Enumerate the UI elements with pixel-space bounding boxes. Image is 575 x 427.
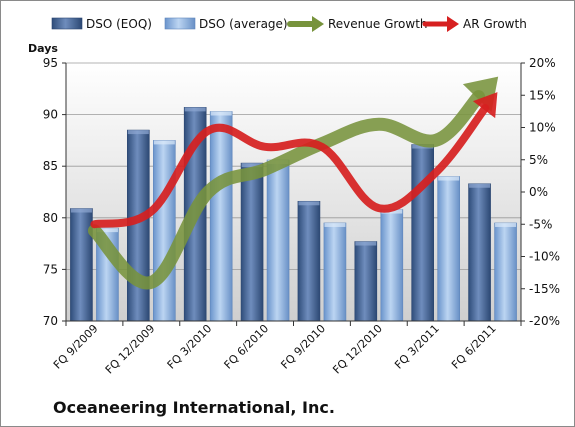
bar-cap-dso-eoq-6	[355, 241, 377, 246]
bar-dso-average-2	[153, 140, 176, 322]
y2-tick-label: -15%	[529, 282, 560, 296]
bar-dso-average-8	[494, 222, 517, 322]
bar-cap-dso-eoq-5	[298, 201, 320, 206]
legend-label-dso-eoq: DSO (EOQ)	[86, 17, 152, 31]
x-tick-label-fq-6-2011: FQ 6/2011	[449, 322, 499, 372]
y-tick-label: 75	[43, 262, 58, 276]
bar-dso-eoq-1	[70, 208, 93, 322]
bar-dso-eoq-5	[297, 200, 321, 322]
arrowhead-ar-growth	[472, 92, 498, 119]
bar-dso-average-5	[323, 222, 347, 322]
y-tick-label: 95	[43, 56, 58, 70]
y2-tick-label: 15%	[529, 88, 556, 102]
y2-tick-label: -5%	[529, 217, 552, 231]
y2-tick-label: 5%	[529, 153, 548, 167]
legend-label-ar-growth: AR Growth	[463, 17, 527, 31]
bar-cap-dso-eoq-8	[469, 183, 491, 188]
y2-tick-label: -10%	[529, 250, 560, 264]
x-tick-label-fq-3-2010: FQ 3/2010	[165, 322, 215, 372]
x-tick-label-fq-12-2010: FQ 12/2010	[330, 322, 385, 377]
legend-swatch-dso-eoq	[51, 17, 83, 30]
bar-dso-average-3	[209, 111, 233, 322]
bar-cap-dso-average-3	[210, 111, 232, 116]
y-tick-label: 80	[43, 211, 58, 225]
y2-tick-label: -20%	[529, 314, 560, 328]
y-tick-label: 70	[43, 314, 58, 328]
x-tick-label-fq-3-2011: FQ 3/2011	[392, 322, 442, 372]
y-axis-title: Days	[28, 42, 58, 55]
bar-dso-average-6	[380, 209, 404, 322]
line-revenue-growth	[87, 90, 486, 290]
y2-tick-label: 20%	[529, 56, 556, 70]
x-tick-label-fq-6-2010: FQ 6/2010	[222, 322, 272, 372]
company-name: Oceaneering International, Inc.	[53, 398, 335, 417]
bar-cap-dso-average-2	[153, 140, 175, 145]
bar-cap-dso-eoq-4	[241, 163, 263, 168]
x-tick-label-fq-12-2009: FQ 12/2009	[103, 322, 158, 377]
x-tick-label-fq-9-2009: FQ 9/2009	[51, 322, 101, 372]
y2-tick-label: 0%	[529, 185, 548, 199]
line-ar-growth	[90, 103, 490, 229]
bar-cap-dso-eoq-2	[127, 130, 149, 135]
legend-label-dso-average: DSO (average)	[199, 17, 288, 31]
bar-dso-eoq-7	[411, 144, 434, 322]
bar-cap-dso-eoq-1	[70, 208, 92, 213]
bar-cap-dso-eoq-3	[184, 107, 206, 112]
bar-dso-eoq-8	[468, 183, 491, 322]
bar-dso-average-7	[437, 176, 460, 322]
legend-swatch-dso-average	[164, 17, 196, 30]
x-tick-label-fq-9-2010: FQ 9/2010	[278, 322, 328, 372]
bar-dso-average-4	[266, 159, 290, 322]
y-tick-label: 85	[43, 159, 58, 173]
bar-cap-dso-average-8	[495, 222, 517, 227]
legend-arrow-icon-ar-growth	[447, 16, 459, 32]
bar-cap-dso-average-7	[438, 176, 460, 181]
legend-label-revenue-growth: Revenue Growth	[328, 17, 428, 31]
bar-cap-dso-average-1	[96, 228, 118, 233]
y2-tick-label: 10%	[529, 121, 556, 135]
bar-cap-dso-average-5	[324, 222, 346, 227]
bar-dso-eoq-6	[354, 241, 378, 322]
bar-dso-eoq-4	[240, 162, 264, 322]
legend-arrow-icon-revenue-growth	[312, 16, 324, 32]
y-tick-label: 90	[43, 108, 58, 122]
